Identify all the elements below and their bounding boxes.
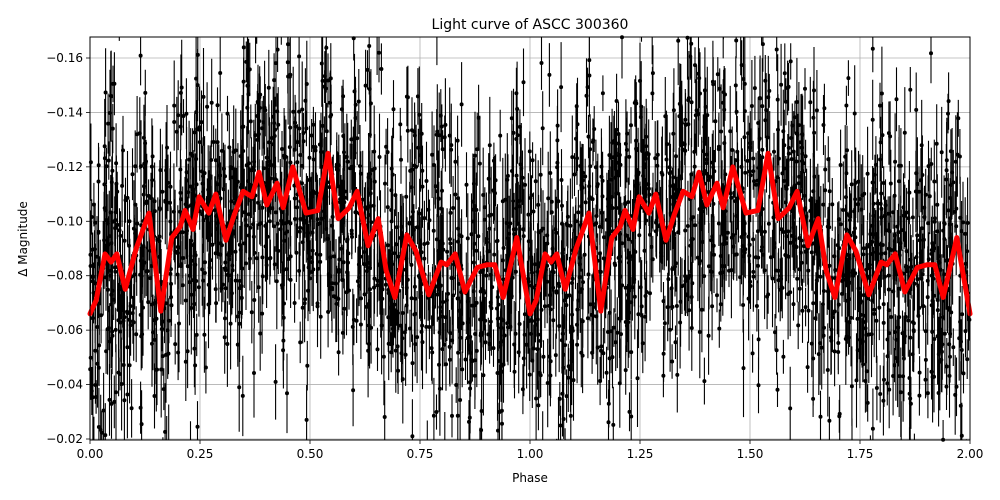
y-tick-label: −0.16	[46, 51, 83, 65]
x-axis-ticks: 0.00 0.25 0.50 0.75 1.00 1.25 1.50 1.75 2.00	[77, 440, 984, 461]
x-tick-label: 1.25	[627, 447, 654, 461]
y-tick-label: −0.06	[46, 323, 83, 337]
y-tick-label: −0.14	[46, 105, 83, 119]
x-tick-label: 2.00	[957, 447, 984, 461]
y-axis-label: Δ Magnitude	[16, 201, 30, 277]
y-axis-ticks: −0.16 −0.14 −0.12 −0.10 −0.08 −0.06 −0.04 −0.02	[46, 51, 90, 446]
x-tick-label: 0.50	[297, 447, 324, 461]
x-tick-label: 1.50	[737, 447, 764, 461]
x-tick-label: 0.25	[187, 447, 214, 461]
model-curve	[87, 150, 973, 317]
y-tick-label: −0.08	[46, 269, 83, 283]
chart-title: Light curve of ASCC 300360	[432, 17, 629, 33]
x-axis-label: Phase	[512, 471, 548, 485]
y-tick-label: −0.10	[46, 214, 83, 228]
observation-points	[88, 35, 972, 442]
x-tick-label: 1.75	[847, 447, 874, 461]
x-tick-label: 1.00	[517, 447, 544, 461]
y-tick-label: −0.04	[46, 378, 83, 392]
y-tick-label: −0.12	[46, 160, 83, 174]
x-tick-label: 0.75	[407, 447, 434, 461]
x-tick-label: 0.00	[77, 447, 104, 461]
y-tick-label: −0.02	[46, 432, 83, 446]
